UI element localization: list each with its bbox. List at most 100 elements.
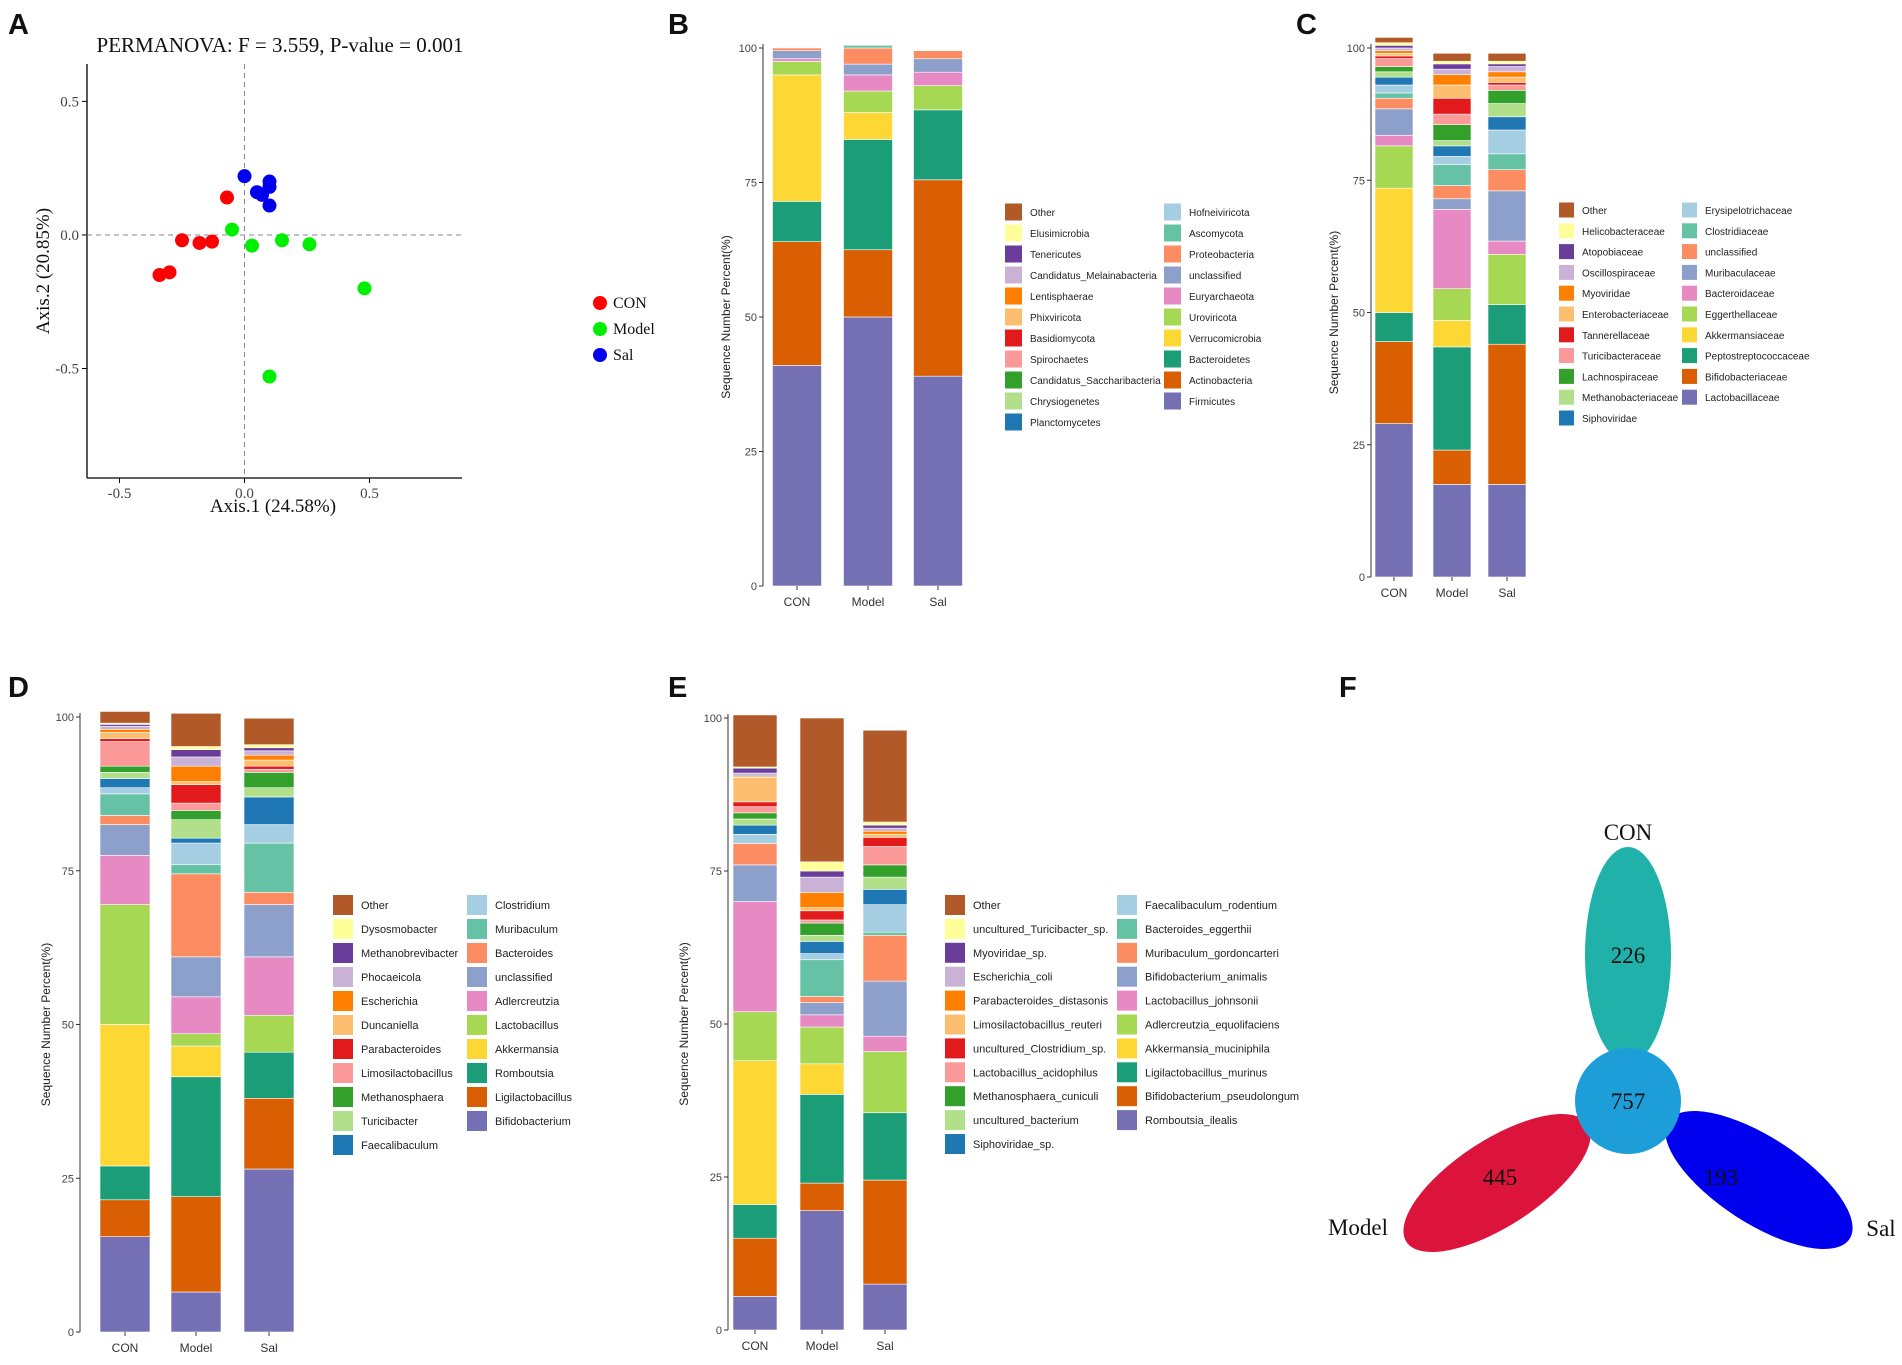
legend-label: Limosilactobacillus_reuteri [973,1020,1102,1032]
bar-segment [1374,66,1414,73]
legend-swatch [1682,264,1697,280]
x-tick-label: Model [1436,586,1469,600]
legend-label: Muribaculum [495,924,558,936]
legend-label: Duncaniella [361,1020,419,1032]
legend-label: Spirochaetes [1030,355,1088,366]
legend-swatch [467,1087,487,1107]
legend-swatch [1559,368,1574,384]
scatter-title: PERMANOVA: F = 3.559, P-value = 0.001 [97,33,464,57]
point-model [275,233,289,248]
bar-segment [913,50,963,60]
legend-swatch [1117,966,1137,987]
legend-swatch [1164,203,1181,221]
legend-swatch [1682,368,1697,384]
bar-segment [243,768,295,773]
y-tick-label: 50 [1353,308,1365,320]
legend-label: Bacteroides_eggerthii [1145,924,1251,936]
bar-segment [1487,71,1527,78]
legend-swatch [467,1015,487,1035]
bar-segment [170,956,222,998]
bar-segment [862,864,908,878]
legend-swatch [333,1087,353,1107]
bar-segment [1432,484,1472,578]
x-tick-label: Sal [260,1341,277,1355]
y-tick-label: 25 [62,1173,74,1185]
bar-segment [1487,254,1527,305]
point-con [162,265,177,280]
bar-segment [732,1296,778,1331]
bar-segment [170,713,222,747]
legend-label: Oscillospiraceae [1582,268,1656,279]
bar-segment [843,63,893,76]
legend-swatch [1005,371,1022,389]
legend-marker-sal [593,348,607,362]
bar-segment [99,793,151,816]
y-tick-label: 75 [710,866,722,878]
legend-label: Methanosphaera [361,1092,444,1104]
bar-segment [243,1014,295,1053]
legend-label: Euryarchaeota [1189,292,1254,303]
bar-segment [772,365,822,587]
legend-swatch [1559,202,1574,218]
bar-segment [799,996,845,1003]
legend-swatch [1164,266,1181,284]
legend-swatch [467,943,487,963]
legend-swatch [467,1063,487,1083]
x-tick-label: -0.5 [108,486,132,502]
legend-swatch [945,1086,965,1107]
bar-segment [1374,55,1414,59]
legend-swatch [945,942,965,963]
y-tick-label: 25 [710,1172,722,1184]
bar-segment [1487,82,1527,86]
legend-label: Other [973,900,1001,912]
legend-label: Phixviricota [1030,313,1082,324]
bar-segment [843,139,893,251]
bar-segment [913,71,963,86]
legend-swatch [333,1111,353,1131]
bar-segment [799,870,845,878]
legend-swatch [1682,327,1697,343]
bar-segment [1432,320,1472,348]
bar-segment [732,777,778,803]
legend-label: Chrysiogenetes [1030,397,1099,408]
panel-label-a: A [8,9,29,41]
family-stacked-bar-panel: 0 25 50 75 100 Sequence Number Percent(%) CON M… [1327,37,1810,600]
legend-swatch [1164,287,1181,305]
bar-segment [1487,240,1527,255]
bar-segment [862,830,908,835]
bar-segment [99,1236,151,1333]
bar-segment [732,833,778,844]
legend-swatch [1117,1014,1137,1035]
bar-segment [170,837,222,844]
bar-segment [772,50,822,60]
venn-center [1575,1048,1681,1154]
x-axis-label: Axis.1 (24.58%) [210,496,336,517]
legend-swatch [1682,348,1697,364]
legend-label: Turicibacter [361,1116,418,1128]
bar-segment [862,980,908,1037]
bar-segment [732,801,778,808]
point-model [245,238,259,253]
bar-segment [243,717,295,745]
bar-segment [243,904,295,958]
bar-segment [862,821,908,826]
bar-segment [99,738,151,742]
legend-label: Atopobiaceae [1582,248,1644,259]
bar-segment [1487,343,1527,485]
legend-swatch [467,919,487,939]
bar-segment [862,846,908,866]
legend-label: Clostridiaceae [1705,227,1769,238]
y-tick-label: 0.5 [60,94,79,110]
venn-label-con: CON [1604,820,1653,845]
y-tick-label: 0 [1359,572,1365,584]
bar-segment [799,910,845,921]
species-stacked-bar-panel: 0 25 50 75 100 Sequence Number Percent(%) CON M… [677,713,1299,1353]
venn-diagram-panel: 226 445 193 757 CON Model Sal [1328,820,1896,1252]
legend-label: Akkermansiaceae [1705,331,1785,342]
bar-segment [243,891,295,905]
legend-swatch [945,918,965,939]
legend-label: Peptostreptococcaceae [1705,352,1810,363]
y-tick-label: 0.0 [60,228,79,244]
bar-segment [862,729,908,823]
legend-swatch [1005,203,1022,221]
